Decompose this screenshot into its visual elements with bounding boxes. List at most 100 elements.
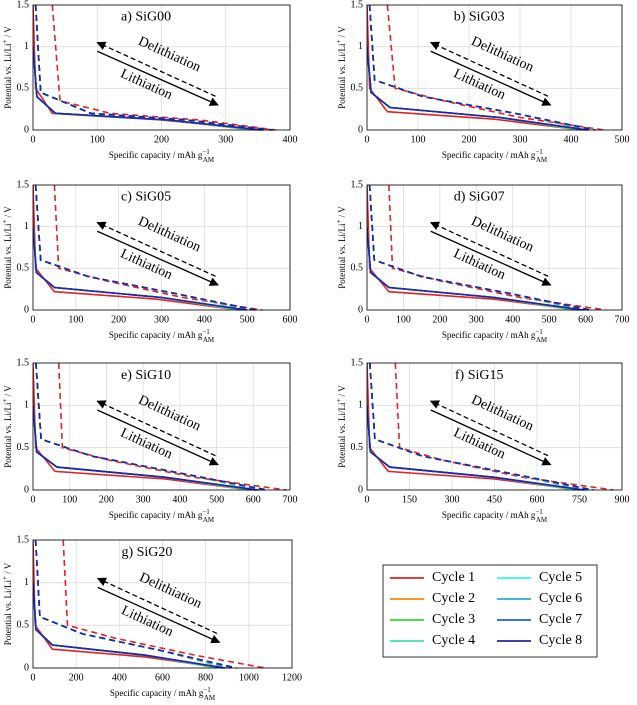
x-tick-label: 200 xyxy=(69,672,84,683)
panel: 0 0.5 1 1.5 0 100 200 300 400 500 b) SiG03 Delithia… xyxy=(335,0,630,164)
x-tick-label: 100 xyxy=(68,314,83,325)
x-axis-label: Specific capacity / mAh g−1 AM xyxy=(442,328,548,344)
x-tick-label: 600 xyxy=(155,672,170,683)
label-part: Specific capacity / mAh g xyxy=(442,150,536,160)
y-axis-label: Potential vs. Li/Li+ / V xyxy=(1,385,13,468)
lithiation-label: Lithiation xyxy=(118,426,174,463)
x-tick-label: 900 xyxy=(615,494,630,505)
x-tick-label: 0 xyxy=(365,494,370,505)
lithiation-label: Lithiation xyxy=(451,426,507,463)
x-tick-label: 200 xyxy=(154,134,169,145)
plot-frame xyxy=(366,184,623,311)
x-tick-label: 150 xyxy=(402,494,417,505)
y-tick-label: 0 xyxy=(24,304,29,315)
plot-frame xyxy=(366,4,623,131)
y-tick-label: 1 xyxy=(358,400,363,411)
y-tick-label: 1.5 xyxy=(351,0,364,10)
legend-label: Cycle 6 xyxy=(539,591,582,606)
y-axis-label: Potential vs. Li/Li+ / V xyxy=(1,562,13,645)
delithiation-arrow xyxy=(429,221,549,277)
label-part: AM xyxy=(204,694,216,702)
curves xyxy=(33,184,263,311)
curves xyxy=(33,4,277,131)
label-part: AM xyxy=(203,336,215,344)
delithiation-label: Delithiation xyxy=(469,393,536,435)
curves xyxy=(367,362,614,491)
x-tick-label: 0 xyxy=(31,314,36,325)
delithiation-curve xyxy=(34,539,237,669)
curves xyxy=(367,184,606,311)
x-tick-label: 1000 xyxy=(239,672,259,683)
panel: 0 0.5 1 1.5 0 100 200 300 400 500 600 c) SiG05 Delit… xyxy=(1,179,298,343)
label-part: Specific capacity / mAh g xyxy=(110,688,204,698)
y-tick-label: 0.5 xyxy=(17,620,30,631)
label-part: / V xyxy=(3,562,13,576)
x-tick-label: 750 xyxy=(572,494,587,505)
delithiation-arrow xyxy=(96,577,218,635)
delithiation-label: Delithiation xyxy=(469,214,536,256)
label-part: Specific capacity / mAh g xyxy=(109,330,203,340)
y-tick-label: 0.5 xyxy=(17,83,30,94)
label-part: AM xyxy=(536,516,548,524)
x-tick-label: 0 xyxy=(31,134,36,145)
legend-label: Cycle 5 xyxy=(539,570,582,585)
legend-label: Cycle 8 xyxy=(539,633,582,648)
lithiation-curve xyxy=(367,405,585,491)
legend-label: Cycle 3 xyxy=(432,612,475,627)
y-tick-label: 1.5 xyxy=(17,0,30,10)
delithiation-label: Delithiation xyxy=(137,570,204,612)
x-axis-label: Specific capacity / mAh g−1 AM xyxy=(109,328,215,344)
panel: 0 0.5 1 1.5 0 200 400 600 800 1000 1200 g) SiG20 Del… xyxy=(1,534,302,701)
y-tick-label: 0 xyxy=(24,662,29,673)
x-tick-label: 400 xyxy=(197,314,212,325)
delithiation-curve xyxy=(368,184,591,311)
y-tick-label: 0 xyxy=(358,124,363,135)
x-axis-label: Specific capacity / mAh g−1 AM xyxy=(442,148,548,164)
x-tick-label: 0 xyxy=(365,134,370,145)
x-tick-label: 300 xyxy=(136,494,151,505)
lithiation-label: Lithiation xyxy=(451,66,507,103)
x-axis-label: Specific capacity / mAh g−1 AM xyxy=(442,508,548,524)
x-tick-label: 200 xyxy=(99,494,114,505)
label-part: −1 xyxy=(535,508,543,516)
x-tick-label: 400 xyxy=(172,494,187,505)
x-tick-label: 1200 xyxy=(282,672,302,683)
label-part: / V xyxy=(3,385,13,399)
x-tick-label: 100 xyxy=(411,134,426,145)
x-tick-label: 450 xyxy=(487,494,502,505)
label-part: AM xyxy=(536,156,548,164)
label-part: / V xyxy=(337,26,347,40)
x-axis-label: Specific capacity / mAh g−1 AM xyxy=(109,508,215,524)
y-tick-label: 0.5 xyxy=(17,263,30,274)
label-part: −1 xyxy=(535,328,543,336)
label-part: −1 xyxy=(203,686,211,694)
panel: 0 0.5 1 1.5 0 100 200 300 400 500 600 700 e) SiG10 De… xyxy=(1,357,298,523)
x-tick-label: 500 xyxy=(542,314,557,325)
y-tick-label: 0 xyxy=(358,304,363,315)
y-tick-label: 1.5 xyxy=(17,179,30,190)
lithiation-arrow xyxy=(97,586,221,644)
plot-frame xyxy=(32,539,293,669)
x-tick-label: 0 xyxy=(365,314,370,325)
y-axis-label: Potential vs. Li/Li+ / V xyxy=(335,206,347,289)
delithiation-curve xyxy=(34,184,256,311)
x-tick-label: 500 xyxy=(209,494,224,505)
lithiation-arrow xyxy=(96,50,219,106)
curves xyxy=(33,539,266,669)
curves xyxy=(33,362,287,491)
x-tick-label: 400 xyxy=(505,314,520,325)
x-tick-label: 100 xyxy=(90,134,105,145)
panel: 0 0.5 1 1.5 0 100 200 300 400 500 600 700 d) SiG07 De… xyxy=(335,179,630,343)
x-tick-label: 400 xyxy=(564,134,579,145)
label-part: Potential vs. Li/Li xyxy=(3,580,13,646)
plot-frame xyxy=(32,362,291,491)
x-tick-label: 200 xyxy=(111,314,126,325)
label-part: −1 xyxy=(202,148,210,156)
lithiation-label: Lithiation xyxy=(118,66,174,103)
label-part: + xyxy=(1,220,9,224)
y-tick-label: 0.5 xyxy=(351,263,364,274)
x-axis-label: Specific capacity / mAh g−1 AM xyxy=(110,686,216,702)
label-part: −1 xyxy=(202,508,210,516)
curves xyxy=(367,4,605,131)
y-tick-label: 1 xyxy=(24,400,29,411)
